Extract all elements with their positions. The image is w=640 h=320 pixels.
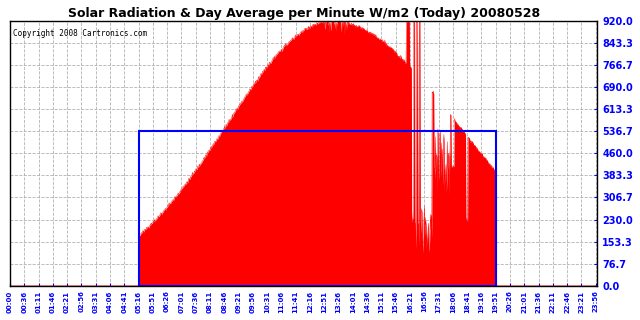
Bar (139, 131, 496, 286)
Text: Copyright 2008 Cartronics.com: Copyright 2008 Cartronics.com (13, 29, 147, 38)
Title: Solar Radiation & Day Average per Minute W/m2 (Today) 20080528: Solar Radiation & Day Average per Minute… (68, 7, 540, 20)
